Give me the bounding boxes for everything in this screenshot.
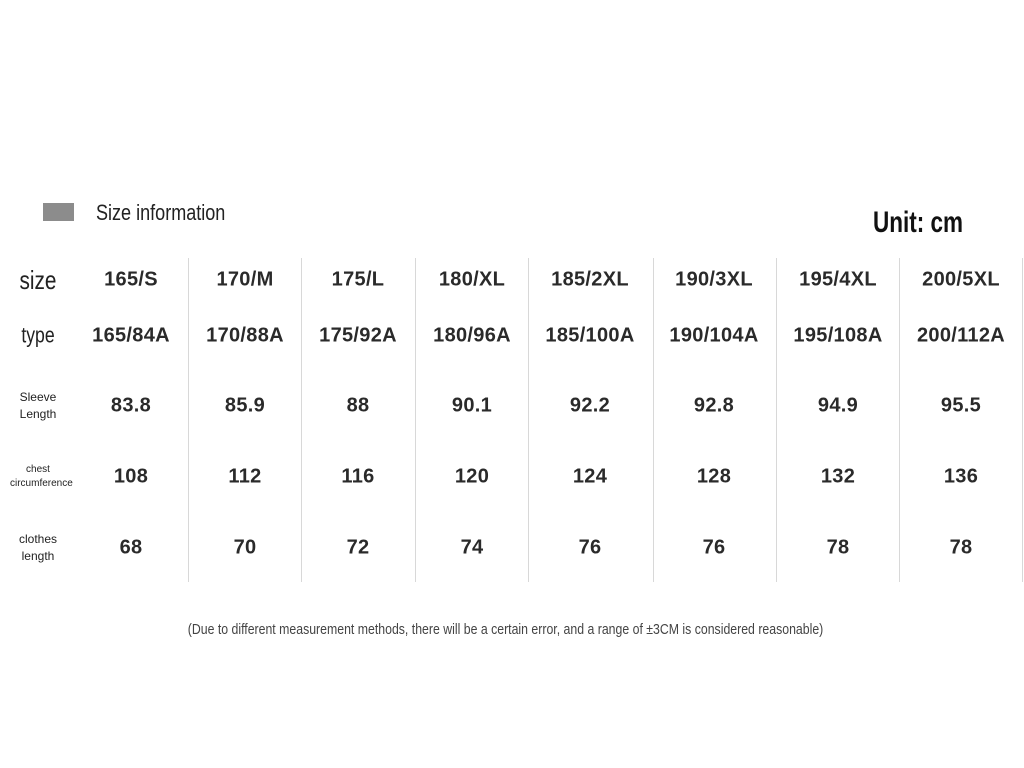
cell: 136 — [943, 465, 979, 488]
column-separator — [653, 258, 654, 582]
cell: 195/4XL — [799, 268, 877, 291]
cell: 200/5XL — [922, 268, 1000, 291]
cell: 92.2 — [569, 394, 611, 417]
row-label: clothes length — [18, 532, 58, 563]
column-separator — [776, 258, 777, 582]
cell: 185/100A — [545, 324, 635, 347]
note-wrap: (Due to different measurement methods, t… — [0, 621, 1012, 638]
cell: 200/112A — [916, 324, 1006, 347]
cell: 190/3XL — [675, 268, 753, 291]
column-separator — [1022, 258, 1023, 582]
cell: 175/92A — [319, 324, 397, 347]
cell: 76 — [702, 536, 726, 559]
cell: 83.8 — [110, 394, 152, 417]
column-separator — [301, 258, 302, 582]
column-separator — [528, 258, 529, 582]
column-separator — [415, 258, 416, 582]
cell: 95.5 — [940, 394, 982, 417]
cell: 112 — [228, 465, 262, 488]
title: Size information — [96, 200, 226, 225]
cell: 76 — [578, 536, 602, 559]
cell: 88 — [346, 394, 370, 417]
cell: 170/88A — [206, 324, 284, 347]
cell: 185/2XL — [551, 268, 629, 291]
column-separator — [188, 258, 189, 582]
cell: 72 — [346, 536, 370, 559]
cell: 165/84A — [92, 324, 170, 347]
cell: 180/96A — [433, 324, 511, 347]
cell: 78 — [826, 536, 850, 559]
cell: 85.9 — [224, 394, 266, 417]
cell: 70 — [233, 536, 257, 559]
column-separator — [899, 258, 900, 582]
cell: 132 — [820, 465, 856, 488]
row-label: type — [21, 322, 55, 348]
cell: 68 — [119, 536, 143, 559]
row-label: size — [19, 264, 57, 295]
note: (Due to different measurement methods, t… — [188, 621, 824, 638]
cell: 190/104A — [669, 324, 759, 347]
cell: 92.8 — [693, 394, 735, 417]
cell: 116 — [341, 465, 375, 488]
cell: 94.9 — [817, 394, 859, 417]
row-label: chest circumference — [10, 464, 73, 489]
cell: 78 — [949, 536, 973, 559]
cell: 175/L — [331, 268, 385, 291]
row-label: Sleeve Length — [19, 390, 57, 421]
cell: 170/M — [216, 268, 274, 291]
cell: 120 — [454, 465, 490, 488]
cell: 195/108A — [793, 324, 883, 347]
cell: 165/S — [104, 268, 158, 291]
cell: 128 — [696, 465, 732, 488]
cell: 90.1 — [451, 394, 493, 417]
cell: 74 — [460, 536, 484, 559]
cell: 124 — [572, 465, 608, 488]
unit: Unit: cm — [873, 206, 963, 239]
cell: 108 — [113, 465, 149, 488]
cell: 180/XL — [438, 268, 506, 291]
legend-swatch — [43, 203, 74, 221]
